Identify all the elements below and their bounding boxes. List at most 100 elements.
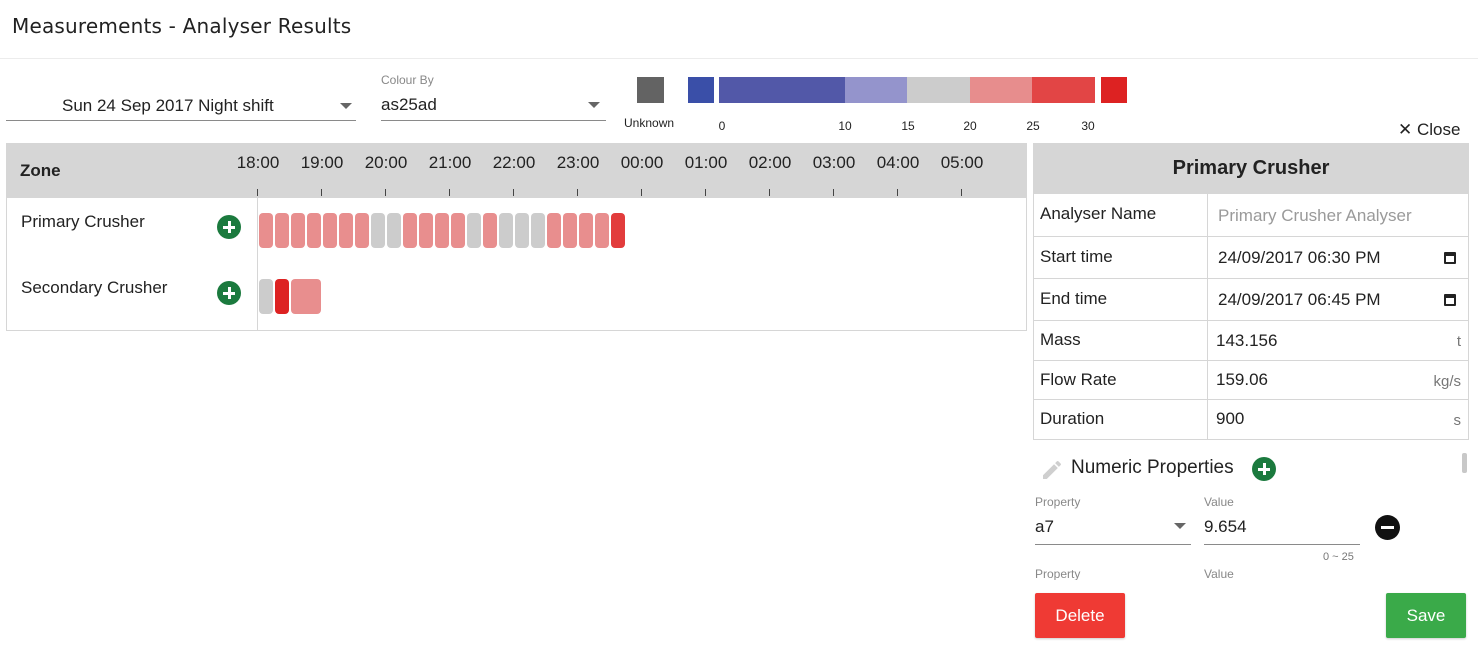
- hour-tick: [641, 189, 642, 196]
- flow-rate-row: Flow Rate 159.06 kg/s: [1033, 361, 1469, 400]
- end-time-input[interactable]: 24/09/2017 06:45 PM: [1218, 290, 1381, 309]
- property-value-input[interactable]: 9.654: [1204, 517, 1247, 536]
- hour-tick: [897, 189, 898, 196]
- value-label: Value: [1204, 567, 1234, 580]
- hour-label: 20:00: [364, 153, 408, 172]
- measurement-block[interactable]: [515, 213, 529, 248]
- calendar-icon[interactable]: [1444, 294, 1456, 306]
- measurement-block[interactable]: [595, 213, 609, 248]
- zone-row: Secondary Crusher: [6, 264, 1027, 331]
- add-property-icon[interactable]: [1252, 457, 1276, 481]
- row-separator: [1207, 237, 1208, 278]
- measurement-block[interactable]: [579, 213, 593, 248]
- panel-scrollbar[interactable]: [1462, 453, 1467, 473]
- duration-input[interactable]: 900: [1216, 409, 1245, 428]
- measurement-block[interactable]: [387, 213, 401, 248]
- shift-select-value: Sun 24 Sep 2017 Night shift: [62, 96, 274, 115]
- measurement-block[interactable]: [307, 213, 321, 248]
- flow-rate-input[interactable]: 159.06: [1216, 370, 1268, 389]
- measurement-block[interactable]: [355, 213, 369, 248]
- calendar-icon[interactable]: [1444, 252, 1456, 264]
- property-label: Property: [1035, 567, 1081, 580]
- close-icon: ✕: [1398, 120, 1413, 139]
- colour-by-label: Colour By: [381, 73, 434, 87]
- measurement-block[interactable]: [483, 213, 497, 248]
- add-measurement-icon[interactable]: [217, 281, 241, 305]
- measurement-block[interactable]: [275, 279, 289, 314]
- end-time-row: End time 24/09/2017 06:45 PM: [1033, 279, 1469, 321]
- hour-tick: [321, 189, 322, 196]
- start-time-input[interactable]: 24/09/2017 06:30 PM: [1218, 248, 1381, 267]
- measurement-block[interactable]: [499, 213, 513, 248]
- chevron-down-icon: [588, 102, 600, 108]
- measurement-block[interactable]: [467, 213, 481, 248]
- colour-by-select[interactable]: Colour By as25ad: [381, 70, 606, 121]
- close-button[interactable]: ✕ Close: [1398, 120, 1460, 140]
- zone-divider: [257, 264, 258, 330]
- title-divider: [0, 58, 1478, 59]
- legend-segment: [1032, 77, 1095, 103]
- hour-tick: [833, 189, 834, 196]
- hour-label: 05:00: [940, 153, 984, 172]
- remove-property-icon[interactable]: [1375, 515, 1400, 540]
- hour-label: 01:00: [684, 153, 728, 172]
- measurement-block[interactable]: [611, 213, 625, 248]
- legend-tick-label: 20: [963, 119, 977, 133]
- measurement-block[interactable]: [547, 213, 561, 248]
- hour-label: 02:00: [748, 153, 792, 172]
- measurement-block[interactable]: [419, 213, 433, 248]
- hour-tick: [257, 189, 258, 196]
- legend-segment: [688, 77, 714, 103]
- panel-header: Primary Crusher: [1033, 143, 1469, 194]
- zone-divider: [257, 198, 258, 264]
- hour-tick: [449, 189, 450, 196]
- hour-label: 21:00: [428, 153, 472, 172]
- mass-unit: t: [1456, 333, 1461, 350]
- legend-tick-label: 0: [718, 119, 726, 133]
- analyser-name-label: Analyser Name: [1040, 204, 1157, 223]
- start-time-row: Start time 24/09/2017 06:30 PM: [1033, 237, 1469, 279]
- measurement-block[interactable]: [259, 279, 273, 314]
- page-title: Measurements - Analyser Results: [12, 14, 352, 38]
- legend-unknown-swatch: [637, 77, 664, 103]
- measurement-block[interactable]: [371, 213, 385, 248]
- hour-tick: [513, 189, 514, 196]
- measurement-block[interactable]: [435, 213, 449, 248]
- measurement-block[interactable]: [291, 213, 305, 248]
- row-separator: [1207, 194, 1208, 236]
- legend-segment: [907, 77, 970, 103]
- panel-title: Primary Crusher: [1172, 157, 1330, 179]
- measurement-block[interactable]: [339, 213, 353, 248]
- measurement-block[interactable]: [275, 213, 289, 248]
- measurement-block[interactable]: [531, 213, 545, 248]
- chevron-down-icon: [340, 103, 352, 109]
- value-label: Value: [1204, 495, 1234, 509]
- start-time-label: Start time: [1040, 247, 1113, 266]
- delete-button[interactable]: Delete: [1035, 593, 1125, 638]
- save-button[interactable]: Save: [1386, 593, 1466, 638]
- hour-tick: [769, 189, 770, 196]
- measurement-block[interactable]: [403, 213, 417, 248]
- hour-label: 19:00: [300, 153, 344, 172]
- row-separator: [1207, 321, 1208, 360]
- add-measurement-icon[interactable]: [217, 215, 241, 239]
- measurement-block[interactable]: [323, 213, 337, 248]
- mass-label: Mass: [1040, 330, 1081, 349]
- property-value-underline: [1204, 544, 1360, 545]
- next-property-row: Property Value: [1033, 560, 1453, 580]
- hour-tick: [961, 189, 962, 196]
- row-separator: [1207, 279, 1208, 320]
- hour-label: 18:00: [236, 153, 280, 172]
- duration-label: Duration: [1040, 409, 1105, 428]
- measurement-block[interactable]: [291, 279, 321, 314]
- measurement-block[interactable]: [259, 213, 273, 248]
- mass-input[interactable]: 143.156: [1216, 331, 1278, 350]
- measurement-block[interactable]: [563, 213, 577, 248]
- shift-select[interactable]: Sun 24 Sep 2017 Night shift: [6, 86, 356, 121]
- colour-by-value: as25ad: [381, 95, 437, 114]
- pencil-icon[interactable]: [1040, 458, 1064, 482]
- analyser-name-input[interactable]: Primary Crusher Analyser: [1218, 206, 1412, 225]
- measurement-block[interactable]: [451, 213, 465, 248]
- property-select[interactable]: a7: [1035, 517, 1054, 536]
- hour-label: 03:00: [812, 153, 856, 172]
